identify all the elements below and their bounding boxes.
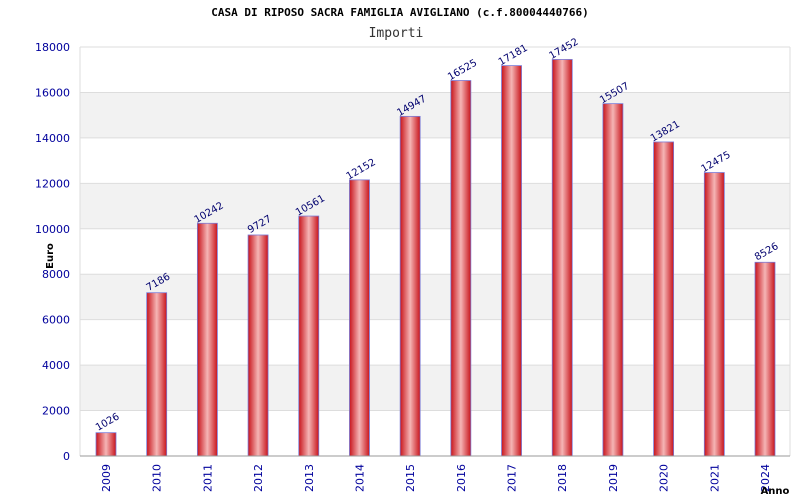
y-axis-ticks: 0 2000 4000 6000 8000 10000 12000 14000 16000 180… [35,41,70,463]
x-tick-label-2010: 2010 [151,464,164,492]
x-tick-label-2009: 2009 [100,464,113,492]
x-tick-label-2013: 2013 [303,464,316,492]
y-tick-label: 14000 [35,132,70,145]
y-tick-label: 0 [63,450,70,463]
bar-2016 [450,80,472,457]
bar-2024 [754,261,776,457]
bar-2013 [298,215,320,457]
data-label-2014: 12152 [345,157,378,182]
x-tick-label-2015: 2015 [404,464,417,492]
x-tick-label-2020: 2020 [658,464,671,492]
data-label-2024: 8526 [753,241,781,263]
y-tick-label: 18000 [35,41,70,54]
y-tick-label: 12000 [35,177,70,190]
x-axis-ticks: 2009 2010 2011 2012 2013 2014 2015 2016 2017 2018… [100,464,772,492]
data-label-2018: 17452 [547,37,580,62]
bar-2011 [196,222,218,457]
bar-2019 [602,103,624,457]
bar-2017 [501,65,522,457]
bars [95,59,776,457]
x-axis-label: Anno [761,486,790,497]
chart-subtitle: Importi [369,26,424,41]
bar-2015 [399,115,421,457]
bar-2009 [95,432,117,457]
data-label-2009: 1026 [94,411,122,433]
x-tick-label-2011: 2011 [201,464,214,492]
grid-band [80,183,790,229]
bar-2018 [551,59,573,457]
bar-2010 [146,292,168,457]
y-tick-label: 16000 [35,86,70,99]
x-tick-label-2019: 2019 [607,464,620,492]
x-tick-label-2016: 2016 [455,464,468,492]
chart-title: CASA DI RIPOSO SACRA FAMIGLIA AVIGLIANO … [211,6,589,19]
bar-2012 [247,234,269,457]
x-tick-label-2014: 2014 [353,464,366,492]
data-label-2016: 16525 [446,58,479,83]
x-tick-label-2021: 2021 [708,464,721,492]
bar-2014 [349,179,370,457]
x-tick-label-2017: 2017 [506,464,519,492]
y-tick-label: 8000 [42,268,70,281]
bar-2021 [703,172,725,457]
data-label-2021: 12475 [700,150,733,175]
x-tick-label-2018: 2018 [556,464,569,492]
y-tick-label: 6000 [42,314,70,327]
y-tick-label: 4000 [42,359,70,372]
bar-2020 [653,141,675,457]
grid-band [80,92,790,138]
y-tick-label: 10000 [35,223,70,236]
y-axis-label: Euro [45,243,56,269]
grid-band [80,365,790,411]
grid-band [80,274,790,320]
x-tick-label-2012: 2012 [252,464,265,492]
x-tick-label-2024: 2024 [759,464,772,492]
grid-bands [80,92,790,411]
y-tick-label: 2000 [42,405,70,418]
